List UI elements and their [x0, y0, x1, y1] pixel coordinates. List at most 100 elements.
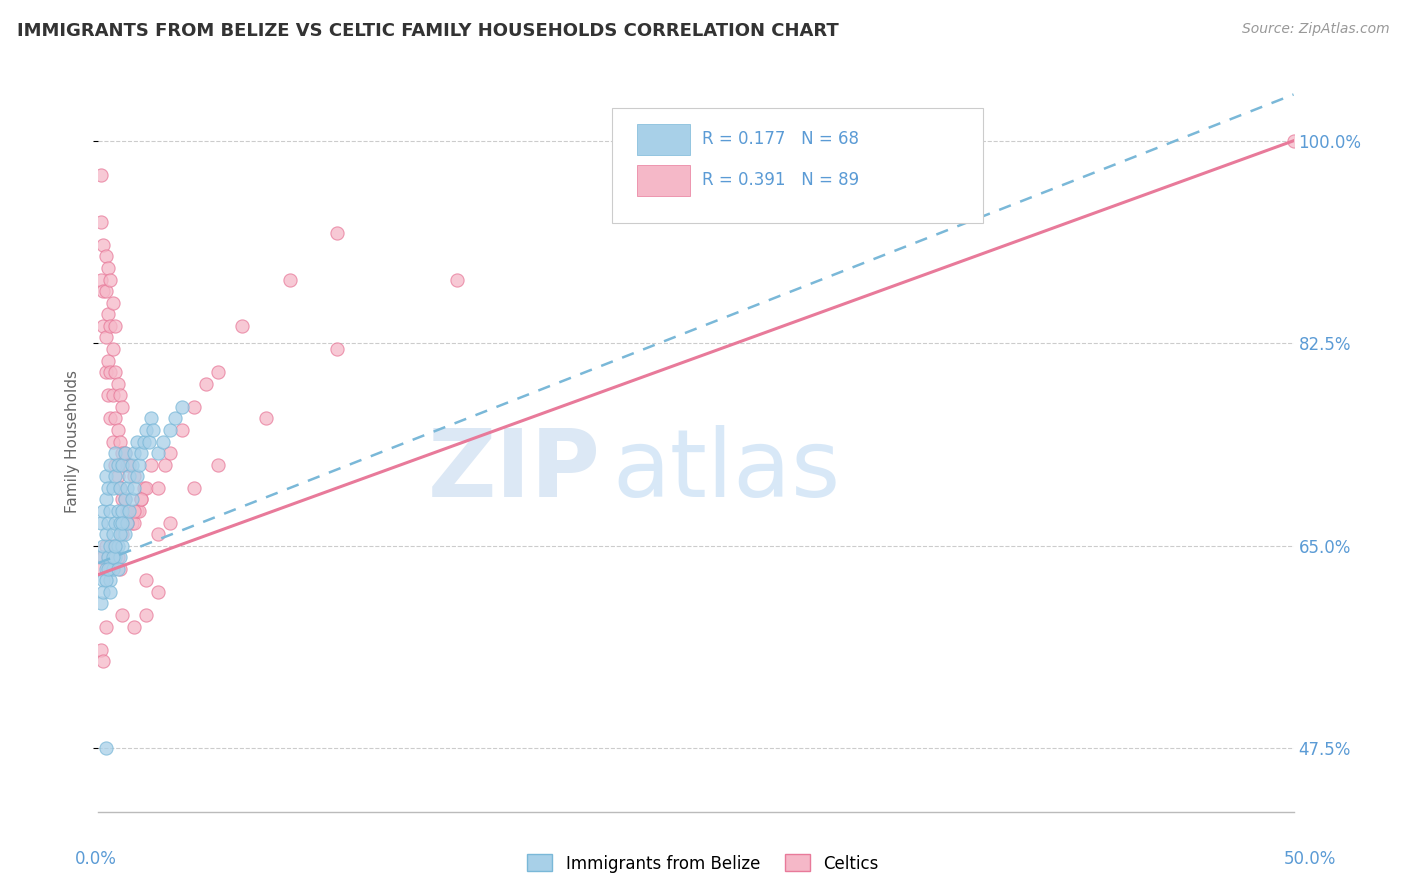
Point	[183, 400, 205, 414]
Point	[91, 550, 114, 565]
Point	[111, 516, 134, 530]
Point	[114, 527, 136, 541]
Point	[128, 504, 150, 518]
Point	[94, 741, 117, 756]
Point	[98, 539, 122, 553]
Text: 0.0%: 0.0%	[75, 850, 117, 868]
Point	[104, 458, 127, 472]
Point	[104, 539, 127, 553]
Point	[104, 550, 127, 565]
Point	[107, 504, 129, 518]
Point	[121, 492, 143, 507]
Point	[148, 585, 170, 599]
Point	[97, 353, 120, 368]
Point	[107, 469, 129, 483]
Point	[94, 284, 117, 298]
Point	[90, 516, 112, 530]
Point	[108, 481, 131, 495]
Point	[159, 446, 181, 460]
Point	[172, 423, 194, 437]
Point	[114, 492, 136, 507]
Point	[94, 469, 117, 483]
Point	[118, 458, 141, 472]
Point	[91, 585, 114, 599]
Point	[207, 458, 229, 472]
Point	[107, 423, 129, 437]
Point	[108, 550, 131, 565]
Text: R = 0.177   N = 68: R = 0.177 N = 68	[702, 130, 859, 148]
Point	[159, 516, 181, 530]
Point	[135, 608, 157, 623]
Point	[91, 654, 114, 668]
Point	[104, 469, 127, 483]
Point	[91, 504, 114, 518]
Point	[97, 516, 120, 530]
Point	[107, 458, 129, 472]
Point	[172, 400, 194, 414]
Point	[91, 284, 114, 298]
Point	[91, 574, 114, 588]
Point	[91, 318, 114, 333]
Point	[121, 516, 143, 530]
Point	[111, 400, 134, 414]
Point	[142, 423, 165, 437]
Point	[101, 527, 124, 541]
Point	[139, 411, 162, 425]
Text: atlas: atlas	[613, 425, 841, 517]
Point	[131, 492, 153, 507]
Point	[101, 342, 124, 356]
Point	[98, 365, 122, 379]
Point	[278, 272, 301, 286]
Point	[91, 238, 114, 252]
Point	[159, 423, 181, 437]
Point	[132, 434, 155, 449]
Point	[104, 539, 127, 553]
Text: ZIP: ZIP	[427, 425, 600, 517]
Point	[90, 272, 112, 286]
Point	[108, 434, 131, 449]
Point	[98, 272, 122, 286]
Point	[114, 446, 136, 460]
Point	[118, 504, 141, 518]
Point	[107, 550, 129, 565]
Point	[97, 562, 120, 576]
Point	[124, 504, 146, 518]
Point	[1282, 134, 1305, 148]
Point	[104, 365, 127, 379]
Point	[97, 388, 120, 402]
Point	[97, 260, 120, 275]
Point	[94, 492, 117, 507]
FancyBboxPatch shape	[637, 124, 690, 155]
Point	[115, 516, 138, 530]
Point	[135, 481, 157, 495]
Point	[104, 318, 127, 333]
Point	[98, 574, 122, 588]
Point	[138, 434, 160, 449]
Point	[108, 388, 131, 402]
Point	[111, 492, 134, 507]
Point	[108, 527, 131, 541]
Point	[97, 307, 120, 321]
Point	[326, 342, 349, 356]
FancyBboxPatch shape	[637, 165, 690, 195]
Point	[124, 446, 146, 460]
Point	[101, 295, 124, 310]
Point	[90, 642, 112, 657]
Point	[163, 411, 186, 425]
Point	[128, 458, 150, 472]
Point	[104, 411, 127, 425]
Point	[94, 562, 117, 576]
Point	[94, 527, 117, 541]
Text: Source: ZipAtlas.com: Source: ZipAtlas.com	[1241, 22, 1389, 37]
Text: 50.0%: 50.0%	[1284, 850, 1337, 868]
Point	[114, 492, 136, 507]
Point	[195, 376, 218, 391]
Point	[124, 516, 146, 530]
Point	[148, 446, 170, 460]
Point	[94, 250, 117, 264]
Point	[107, 539, 129, 553]
Point	[94, 539, 117, 553]
Point	[101, 539, 124, 553]
Point	[139, 458, 162, 472]
Point	[114, 446, 136, 460]
